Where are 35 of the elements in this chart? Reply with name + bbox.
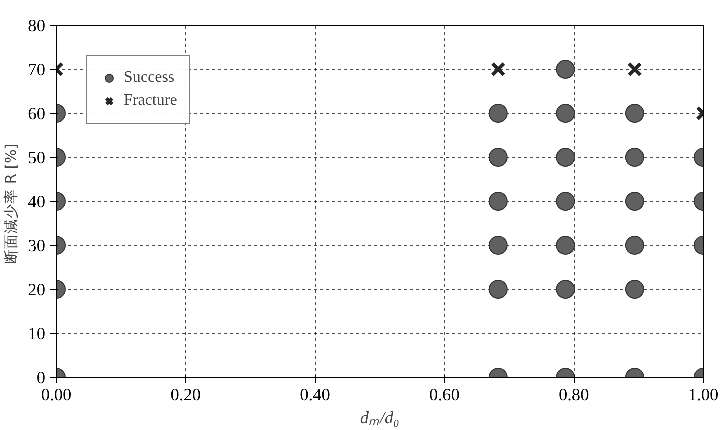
- x-axis-title: dₘ/d₀: [360, 408, 400, 428]
- point: [556, 280, 576, 299]
- x-tick-label: 0.80: [558, 386, 590, 404]
- x-tick-label: 1.00: [688, 386, 719, 404]
- y-tick-label: 10: [28, 324, 46, 344]
- point: [556, 60, 576, 79]
- point: [488, 104, 508, 123]
- point: [488, 280, 508, 299]
- point: [556, 236, 576, 255]
- point: [625, 236, 644, 255]
- y-tick-label: 50: [28, 148, 46, 168]
- point: [488, 192, 508, 211]
- x-tick-label: 0.60: [430, 386, 460, 404]
- y-axis-title: 断面減少率 R [%]: [3, 144, 20, 264]
- point: [625, 192, 644, 211]
- y-tick-label: 0: [36, 368, 46, 388]
- point: [556, 104, 576, 123]
- x-tick-label: 0.00: [41, 386, 72, 404]
- point: [488, 148, 508, 167]
- y-tick-label: 40: [28, 192, 46, 212]
- point: [625, 104, 644, 123]
- x-tick-label: 0.20: [170, 386, 202, 404]
- y-tick-label: 60: [28, 104, 46, 124]
- point: [625, 148, 644, 167]
- y-tick-label: 70: [28, 60, 46, 80]
- point: [625, 280, 644, 299]
- point: [556, 148, 576, 167]
- y-tick-label: 20: [28, 280, 46, 300]
- x-tick-label: 0.40: [300, 386, 330, 404]
- legend-label: Fracture: [124, 92, 178, 110]
- point: [488, 236, 508, 255]
- y-tick-label: 80: [28, 16, 46, 36]
- point: [556, 192, 576, 211]
- legend-label: Success: [124, 69, 175, 87]
- y-tick-label: 30: [28, 236, 46, 256]
